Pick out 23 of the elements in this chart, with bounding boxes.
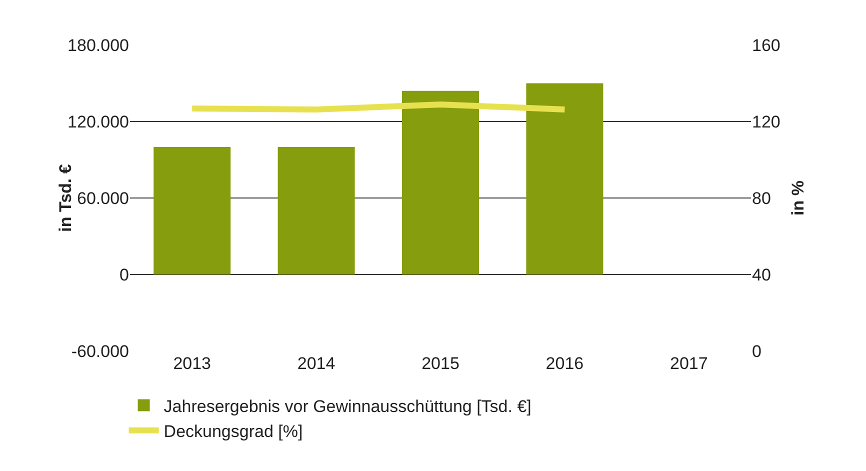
y2-tick-label: 40 (752, 265, 771, 284)
x-tick-label: 2015 (422, 354, 460, 373)
legend-label: Jahresergebnis vor Gewinnausschüttung [Tsd. €] (164, 396, 532, 416)
y-tick-label: 0 (120, 265, 129, 284)
y2-tick-label: 160 (752, 36, 780, 55)
y-axis-title: in Tsd. € (56, 164, 75, 232)
x-tick-label: 2016 (546, 354, 584, 373)
y-tick-label: -60.000 (71, 342, 129, 361)
y-tick-label: 60.000 (77, 188, 129, 208)
legend-label: Deckungsgrad [%] (164, 422, 303, 441)
x-tick-label: 2014 (297, 354, 336, 373)
y2-tick-label: 80 (752, 188, 771, 208)
bar (278, 147, 355, 274)
bar (526, 83, 604, 274)
x-tick-label: 2013 (173, 354, 212, 373)
y2-axis-title: in % (788, 180, 808, 216)
y2-tick-label: 0 (752, 342, 762, 361)
x-tick-label: 2017 (670, 354, 708, 373)
bar (154, 147, 231, 274)
y-tick-label: 120.000 (68, 112, 129, 132)
y-tick-label: 180.000 (68, 36, 129, 55)
y2-tick-label: 120 (752, 112, 780, 132)
bar (402, 90, 479, 274)
